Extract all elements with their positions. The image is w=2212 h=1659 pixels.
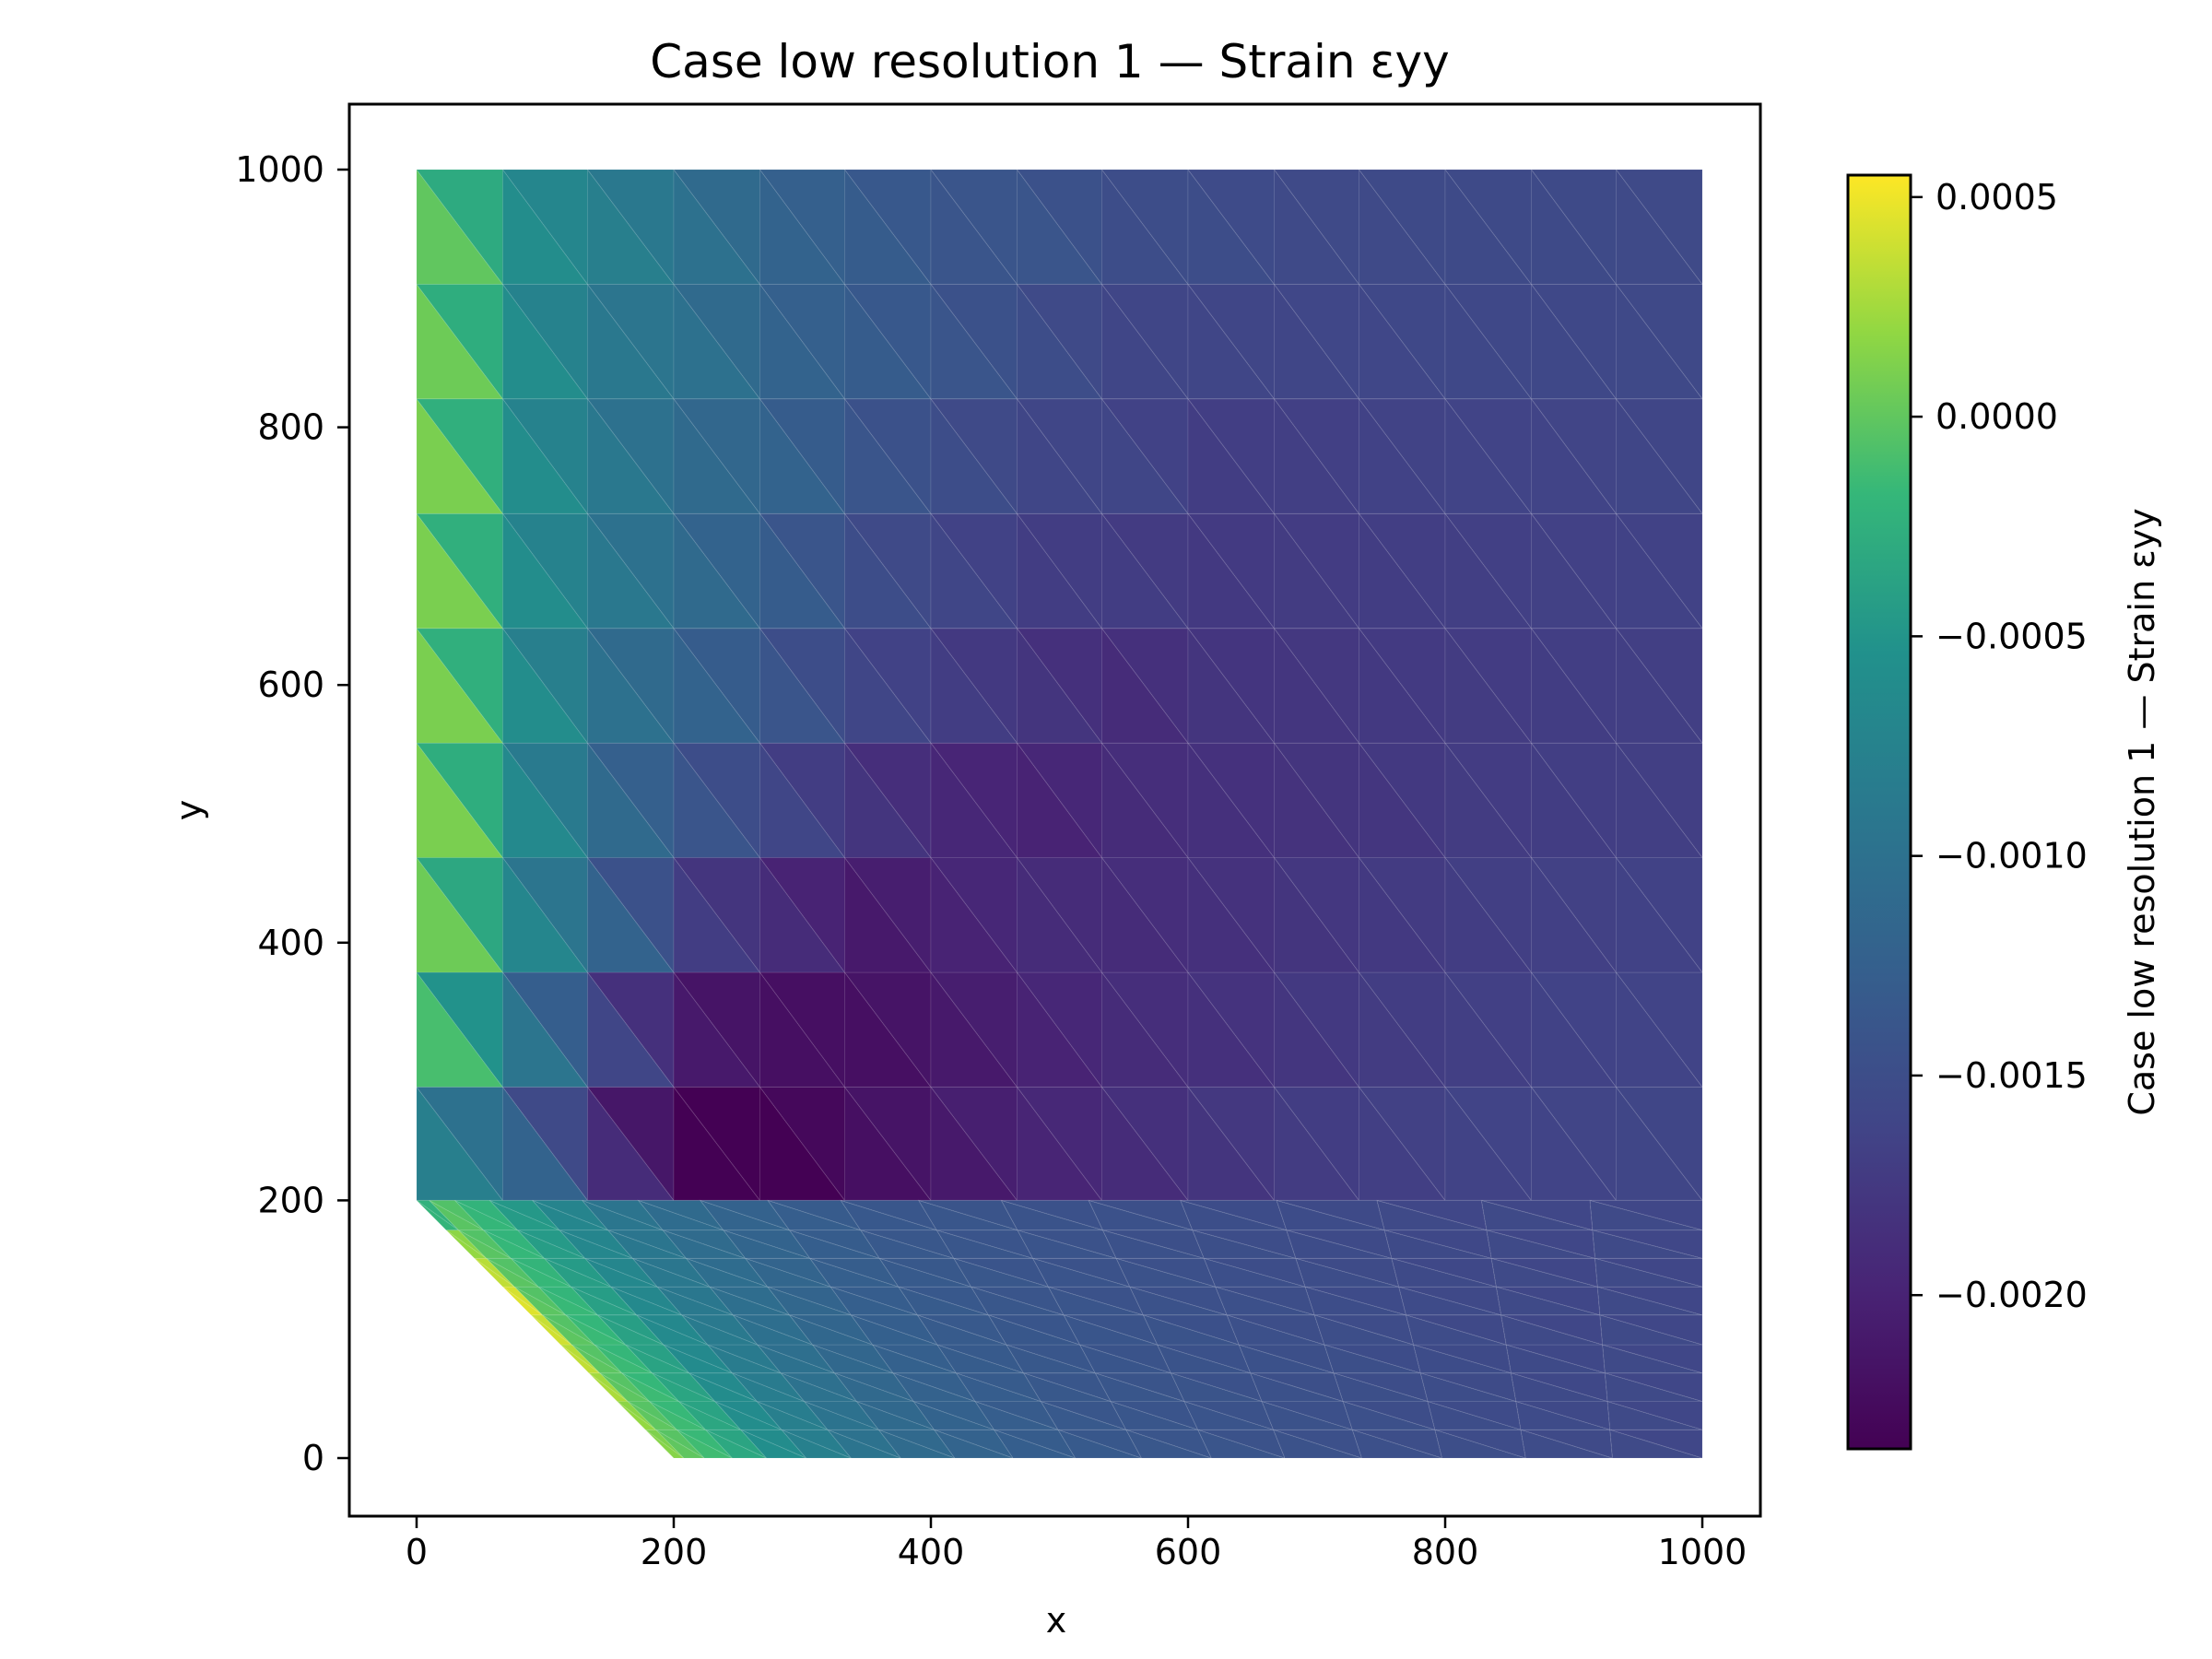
mesh-cell <box>993 1429 1076 1459</box>
x-tick-label: 200 <box>641 1532 708 1572</box>
x-tick-label: 1000 <box>1658 1532 1747 1572</box>
mesh-cell <box>416 627 504 744</box>
mesh-cell <box>1110 1400 1198 1430</box>
mesh-cell <box>621 1372 679 1402</box>
mesh-cell <box>454 1199 518 1231</box>
y-tick-label: 600 <box>257 665 324 705</box>
colorbar-tick-label: 0.0000 <box>1936 396 2058 437</box>
mesh-cell <box>803 1400 879 1430</box>
mesh-cell <box>1101 627 1190 744</box>
mesh-cell <box>1313 1314 1414 1346</box>
mesh-heatmap <box>415 168 1704 1460</box>
mesh-cell <box>673 627 761 744</box>
mesh-cell <box>599 1372 652 1402</box>
y-tick-label: 400 <box>257 923 324 963</box>
mesh-cell <box>644 1429 686 1459</box>
mesh-cell <box>1531 627 1618 744</box>
mesh-cell <box>502 627 589 744</box>
colorbar-tick-label: −0.0005 <box>1936 616 2088 656</box>
plot-frame <box>347 102 1762 1518</box>
colorbar-tick-label: −0.0020 <box>1936 1275 2088 1315</box>
mesh-cell <box>1187 627 1276 744</box>
y-axis-ticks: 0 200 400 600 800 1000 <box>235 149 349 1478</box>
colorbar-tick-label: 0.0005 <box>1936 177 2058 218</box>
mesh-cell <box>877 1429 956 1459</box>
y-tick-label: 1000 <box>235 149 324 190</box>
mesh-cell <box>1017 627 1103 744</box>
mesh-cell <box>714 1401 782 1430</box>
mesh-cell <box>1599 1314 1703 1346</box>
mesh-cell <box>1359 627 1447 744</box>
mesh-cell <box>1589 1199 1703 1231</box>
mesh-cell <box>1444 627 1533 744</box>
mesh-cell <box>1063 1313 1158 1346</box>
mesh-cell <box>1274 627 1360 744</box>
mesh-cell <box>1615 169 1703 286</box>
mesh-cell <box>1376 1199 1488 1231</box>
mesh-cell <box>1261 1400 1353 1430</box>
mesh-cell <box>1276 1199 1385 1231</box>
x-tick-label: 800 <box>1412 1532 1479 1572</box>
mesh-cell <box>1000 1199 1103 1231</box>
x-tick-label: 400 <box>898 1532 965 1572</box>
x-axis-label: x <box>1046 1600 1067 1641</box>
y-tick-label: 800 <box>257 407 324 448</box>
x-axis-ticks: 0 200 400 600 800 1000 <box>406 1516 1747 1572</box>
mesh-cell <box>930 627 1018 744</box>
mesh-cell <box>912 1400 994 1430</box>
mesh-cell <box>844 627 933 744</box>
colorbar <box>1846 173 1912 1451</box>
colorbar-ticks: 0.0005 0.0000 −0.0005 −0.0010 −0.0015 −0.0020 <box>1911 177 2088 1315</box>
colorbar-label: Case low resolution 1 — Strain εyy <box>2122 508 2162 1115</box>
colorbar-tick-label: −0.0010 <box>1936 836 2088 877</box>
mesh-cell <box>1180 1199 1288 1231</box>
y-axis-label: y <box>169 800 209 821</box>
mesh-cell <box>1604 1372 1703 1402</box>
mesh-cell <box>1616 627 1704 744</box>
mesh-cell <box>731 1313 813 1346</box>
chart-title: Case low resolution 1 — Strain εyy <box>650 35 1449 88</box>
mesh-cell <box>587 627 676 744</box>
x-tick-label: 0 <box>406 1532 428 1572</box>
mesh-cell <box>571 1344 624 1374</box>
x-tick-label: 600 <box>1155 1532 1222 1572</box>
mesh-cell <box>1351 1429 1442 1459</box>
colorbar-tick-label: −0.0015 <box>1936 1055 2088 1096</box>
y-tick-label: 0 <box>302 1438 324 1478</box>
mesh-cell <box>488 1199 560 1231</box>
y-tick-label: 200 <box>257 1180 324 1220</box>
mesh-cell <box>759 627 846 744</box>
